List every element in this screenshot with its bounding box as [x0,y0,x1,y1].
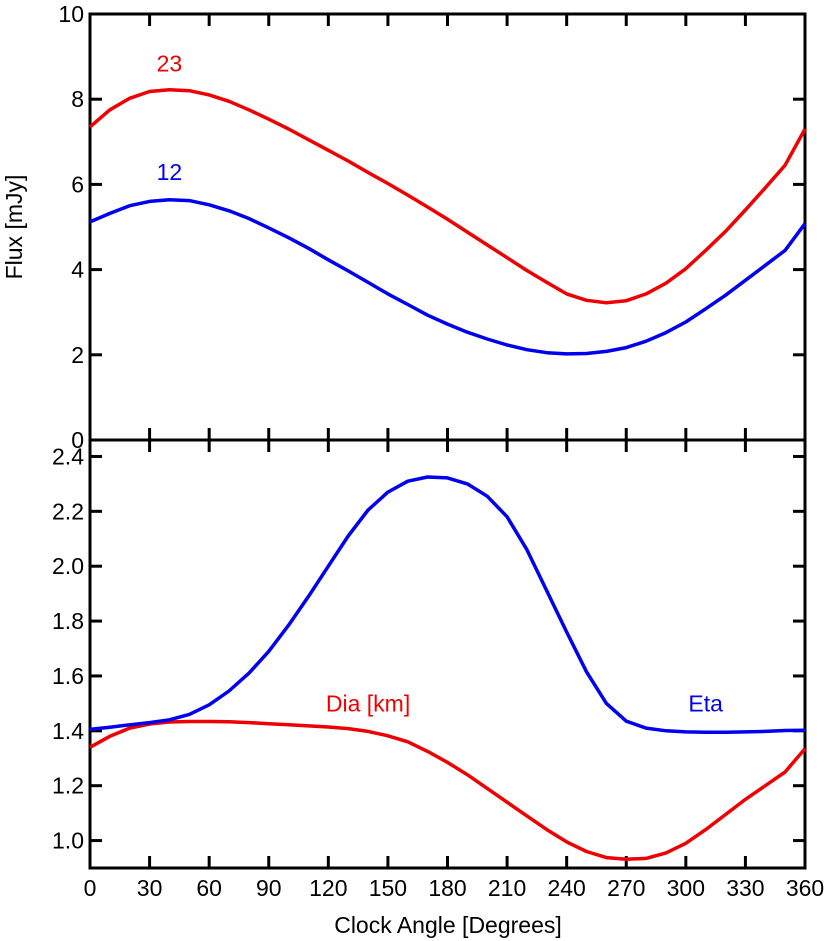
dia-eta-y-tick-label: 2.2 [52,498,84,524]
x-tick-label: 60 [196,875,222,901]
flux-y-tick-label: 4 [71,257,84,283]
series-label-12: 12 [157,159,183,185]
flux-y-tick-label: 0 [71,427,84,453]
x-tick-label: 90 [256,875,282,901]
series-label-dia-km: Dia [km] [326,691,410,717]
y-axis-title-flux: Flux [mJy] [1,175,27,280]
flux-y-tick-label: 8 [71,86,84,112]
flux-panel-labels: 23 12 [157,51,183,186]
x-tick-label: 30 [137,875,163,901]
dia-eta-y-tick-label: 2.4 [52,443,84,469]
flux-y-tick-label: 10 [58,1,84,27]
dia-eta-y-tick-label: 2.0 [52,553,84,579]
x-tick-label: 360 [786,875,824,901]
series-label-eta: Eta [688,691,723,717]
dia-eta-panel-lines [89,475,807,861]
x-tick-label: 240 [547,875,585,901]
dia-eta-panel: 1.0 1.2 1.4 1.6 1.8 2.0 2.2 2.4 0 30 60 90 120 150 180… [52,438,824,901]
series-line-dia-km [89,719,807,861]
flux-y-tick-label: 2 [71,342,84,368]
flux-y-tick-label: 6 [71,171,84,197]
flux-panel-lines [88,88,807,356]
x-axis-title: Clock Angle [Degrees] [334,912,562,938]
dia-eta-y-tick-label: 1.2 [52,773,84,799]
series-line-eta [89,475,806,734]
x-tick-label: 150 [369,875,407,901]
series-line-12 [89,197,807,356]
dia-eta-panel-labels: Dia [km] Eta [326,691,723,717]
x-tick-label: 120 [309,875,347,901]
flux-panel-ticks: 0 2 4 6 8 10 [58,1,807,453]
x-tick-label: 180 [428,875,466,901]
dia-eta-y-tick-label: 1.6 [52,663,84,689]
dia-eta-y-tick-label: 1.8 [52,608,84,634]
x-tick-label: 0 [84,875,97,901]
flux-panel-frame [88,12,807,442]
x-tick-label: 300 [667,875,705,901]
dia-eta-y-tick-label: 1.0 [52,828,84,854]
dia-eta-y-tick-label: 1.4 [52,718,84,744]
dia-eta-panel-ticks: 1.0 1.2 1.4 1.6 1.8 2.0 2.2 2.4 0 30 60 90 120 150 180… [52,440,824,901]
x-tick-label: 270 [607,875,645,901]
x-tick-label: 210 [488,875,526,901]
x-tick-label: 330 [726,875,764,901]
series-label-23: 23 [157,51,183,77]
series-line-23 [88,88,807,305]
dia-eta-panel-frame [88,438,807,870]
flux-panel: 0 2 4 6 8 10 23 12 [58,1,807,453]
